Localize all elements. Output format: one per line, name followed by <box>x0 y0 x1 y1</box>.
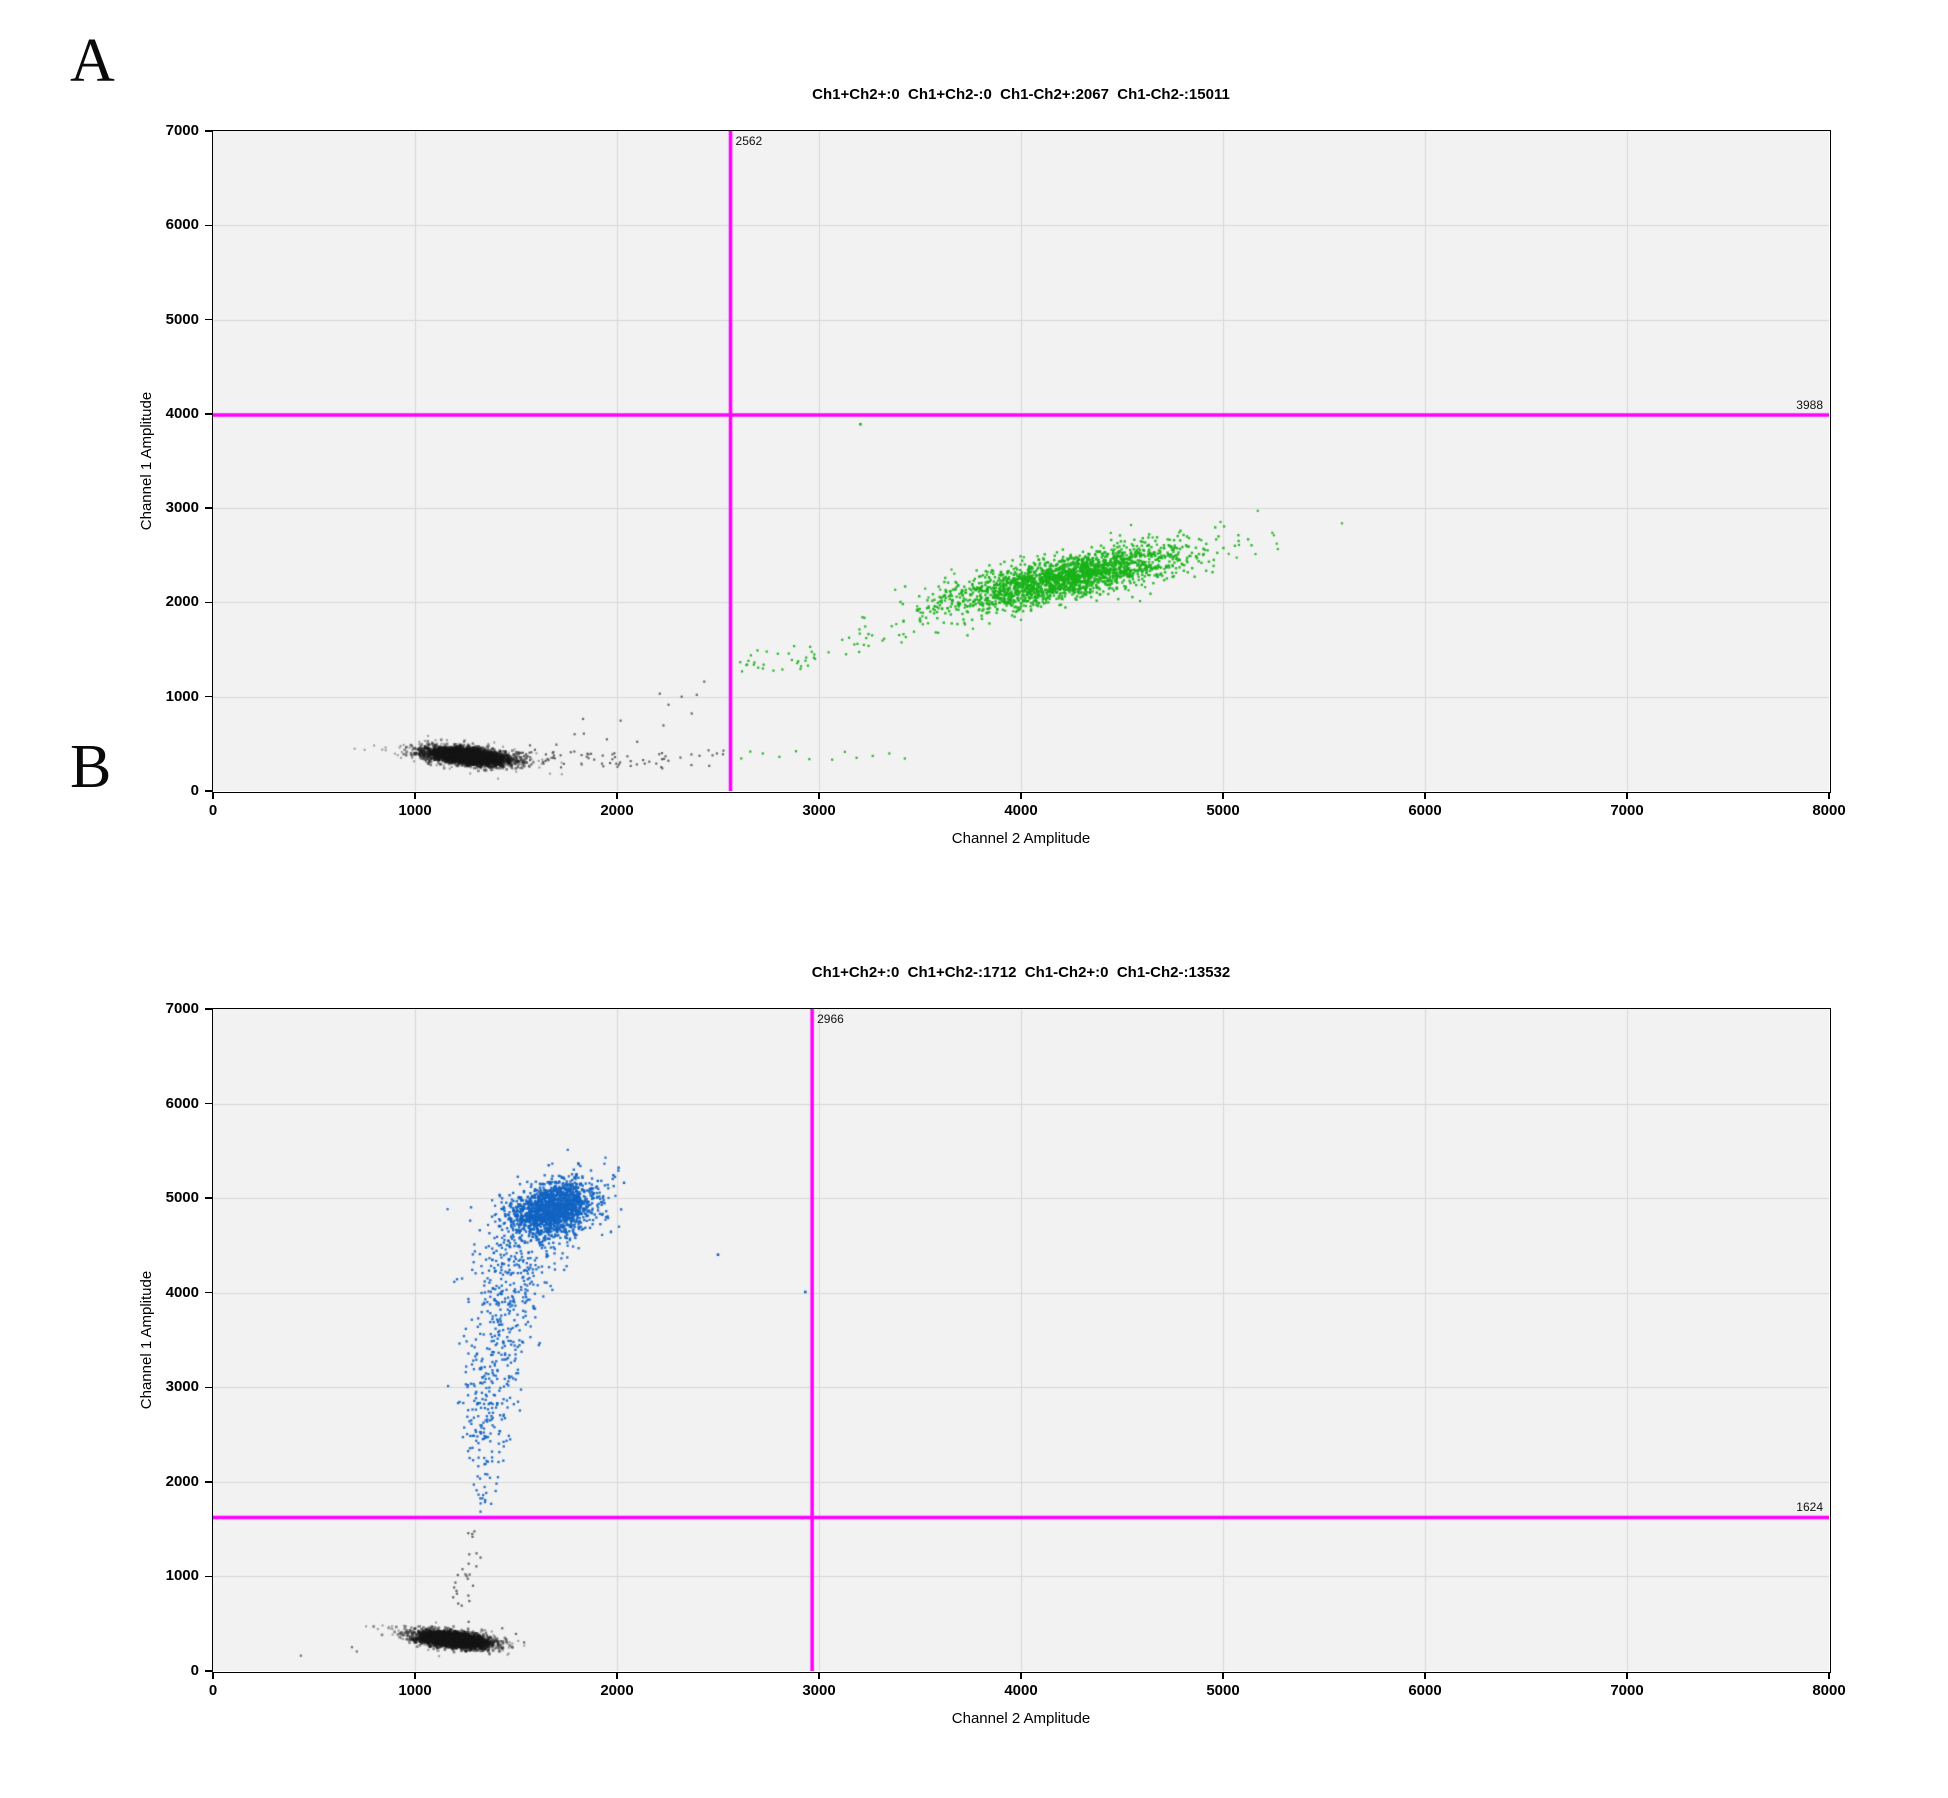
y-tick-label: 3000 <box>165 499 199 517</box>
y-tick-mark <box>205 695 212 698</box>
y-tick-mark <box>205 1291 212 1294</box>
y-tick-mark <box>205 1197 212 1199</box>
x-tick-mark <box>414 792 416 799</box>
panel-b-letter: B <box>70 733 112 801</box>
y-tick-label: 2000 <box>165 1472 199 1490</box>
y-tick-mark <box>205 130 212 132</box>
y-tick-label: 4000 <box>165 404 199 422</box>
x-tick-mark <box>1626 1672 1628 1679</box>
x-tick-mark <box>1424 1672 1426 1679</box>
y-tick-label: 0 <box>190 1662 199 1679</box>
x-tick-mark <box>616 1672 618 1679</box>
y-tick-mark <box>205 224 212 227</box>
panel-a-threshold-x-value: 2562 <box>735 134 763 148</box>
x-tick-label: 2000 <box>600 802 634 819</box>
x-tick-mark <box>616 792 618 799</box>
x-tick-mark <box>212 792 214 799</box>
panel-b-threshold-y-value: 1624 <box>1796 1500 1823 1515</box>
x-tick-label: 5000 <box>1206 802 1240 819</box>
x-tick-label: 0 <box>208 802 218 819</box>
x-tick-mark <box>818 792 820 799</box>
panel-a-scatter-canvas <box>213 131 1829 791</box>
panel-b-threshold-x-value: 2966 <box>817 1012 844 1026</box>
x-tick-mark <box>1626 792 1628 799</box>
x-tick-label: 1000 <box>398 1682 432 1699</box>
x-tick-label: 5000 <box>1206 1682 1240 1699</box>
y-tick-mark <box>205 1386 212 1389</box>
x-tick-label: 3000 <box>802 1682 836 1699</box>
y-tick-mark <box>205 318 212 321</box>
y-tick-label: 0 <box>190 782 199 799</box>
x-tick-mark <box>212 1672 214 1679</box>
y-tick-mark <box>205 1670 212 1672</box>
x-tick-mark <box>818 1672 820 1679</box>
y-tick-label: 5000 <box>165 310 199 328</box>
x-tick-mark <box>1424 792 1426 799</box>
y-tick-label: 5000 <box>165 1189 199 1207</box>
x-tick-label: 4000 <box>1004 1682 1038 1699</box>
x-tick-label: 1000 <box>398 802 432 819</box>
y-tick-label: 6000 <box>165 1094 199 1112</box>
y-tick-label: 3000 <box>165 1378 199 1396</box>
y-tick-mark <box>205 1481 212 1483</box>
x-tick-label: 6000 <box>1408 802 1442 819</box>
y-tick-label: 4000 <box>165 1283 199 1301</box>
y-tick-mark <box>205 413 212 415</box>
panel-a-letter: A <box>70 27 115 95</box>
x-tick-label: 2000 <box>600 1682 634 1699</box>
y-tick-label: 7000 <box>165 122 199 139</box>
x-tick-label: 7000 <box>1610 802 1644 819</box>
panel-a-y-axis-label: Channel 1 Amplitude <box>138 391 155 531</box>
x-tick-mark <box>1222 1672 1224 1679</box>
panel-b-title: Ch1+Ch2+:0 Ch1+Ch2-:1712 Ch1-Ch2+:0 Ch1-… <box>811 964 1231 981</box>
y-tick-mark <box>205 507 212 509</box>
y-tick-label: 1000 <box>165 1567 199 1585</box>
y-tick-label: 2000 <box>165 593 199 611</box>
x-tick-mark <box>1222 792 1224 799</box>
x-tick-mark <box>414 1672 416 1679</box>
y-tick-label: 1000 <box>165 687 199 705</box>
x-tick-label: 3000 <box>802 802 836 819</box>
x-tick-mark <box>1020 792 1022 799</box>
panel-a-title: Ch1+Ch2+:0 Ch1+Ch2-:0 Ch1-Ch2+:2067 Ch1-… <box>812 86 1230 103</box>
y-tick-mark <box>205 1008 212 1010</box>
x-tick-label: 8000 <box>1812 1682 1846 1699</box>
x-tick-mark <box>1828 792 1830 799</box>
x-tick-label: 8000 <box>1812 802 1846 819</box>
x-tick-label: 7000 <box>1610 1682 1644 1699</box>
y-tick-mark <box>205 1102 212 1105</box>
panel-a-x-axis-label: Channel 2 Amplitude <box>951 830 1091 847</box>
y-tick-label: 7000 <box>165 1000 199 1017</box>
panel-b-x-axis-label: Channel 2 Amplitude <box>951 1710 1091 1727</box>
x-tick-label: 4000 <box>1004 802 1038 819</box>
y-tick-label: 6000 <box>165 216 199 234</box>
x-tick-mark <box>1020 1672 1022 1679</box>
x-tick-label: 0 <box>208 1682 218 1699</box>
x-tick-mark <box>1828 1672 1830 1679</box>
panel-b-scatter-canvas <box>213 1009 1829 1671</box>
panel-b-y-axis-label: Channel 1 Amplitude <box>138 1270 155 1410</box>
panel-a-threshold-y-value: 3988 <box>1796 397 1823 412</box>
x-tick-label: 6000 <box>1408 1682 1442 1699</box>
y-tick-mark <box>205 1575 212 1578</box>
y-tick-mark <box>205 601 212 604</box>
y-tick-mark <box>205 790 212 792</box>
